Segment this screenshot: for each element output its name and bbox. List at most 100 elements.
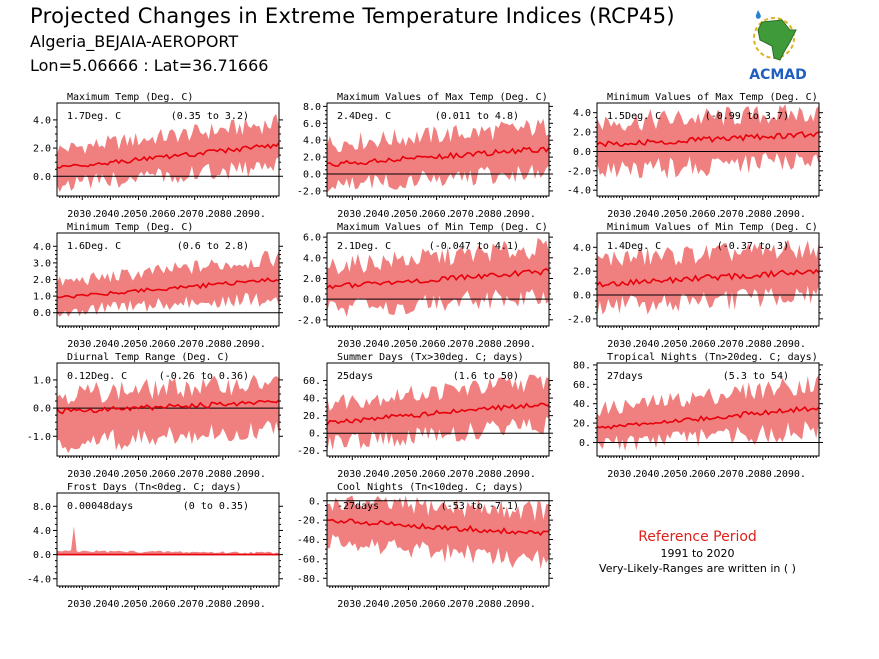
reference-period-years: 1991 to 2020 [660,547,735,560]
likely-range-label: (-0.37 to 3) [717,241,789,252]
x-tick-label: 2060. [422,209,452,220]
chart-title: Minimum Values of Min Temp (Deg. C) [607,222,818,233]
y-tick-label: 6.0 [303,233,321,244]
plot-frame [326,232,550,327]
y-tick-label: 2.0 [33,144,51,155]
x-tick-label: 2060. [422,339,452,350]
chart-panel-9: 0.20.40.60.80.2030.2040.2050.2060.2070.2… [573,352,823,480]
chart-title: Frost Days (Tn<0deg. C; days) [67,482,242,493]
x-tick-label: 2080. [748,339,778,350]
chart-title: Maximum Values of Min Temp (Deg. C) [337,222,548,233]
y-tick-label: 60. [303,376,321,387]
range-band [57,250,279,317]
change-value-label: 0.00048days [67,501,133,512]
y-tick-label: 0. [309,496,321,507]
x-tick-label: 2060. [152,469,182,480]
likely-range-label: (5.3 to 54) [723,371,789,382]
y-tick-label: 0.0 [33,550,51,561]
x-tick-label: 2070. [180,339,210,350]
y-tick-label: 40. [303,394,321,405]
y-tick-label: -2.0 [567,314,591,325]
mean-line [596,131,820,148]
acmad-logo: ACMAD [749,10,807,83]
x-tick-label: 2080. [478,339,508,350]
y-tick-label: 0.0 [33,404,51,415]
y-tick-label: 4.0 [33,242,51,253]
x-tick-label: 2050. [123,209,153,220]
x-tick-label: 2090. [776,339,806,350]
reference-period-box: Reference Period 1991 to 2020 Very-Likel… [590,528,805,576]
x-tick-label: 2030. [337,469,367,480]
plot-frame [56,492,280,587]
chart-title: Tropical Nights (Tn>20deg. C; days) [607,352,818,363]
x-tick-label: 2040. [95,339,125,350]
range-band [327,495,549,570]
x-tick-label: 2090. [506,339,536,350]
y-tick-label: 4.0 [573,243,591,254]
plot-frame [56,102,280,197]
x-tick-label: 2060. [152,209,182,220]
change-value-label: 1.6Deg. C [67,241,121,252]
mean-line [327,518,550,536]
x-tick-label: 2090. [506,209,536,220]
x-tick-label: 2040. [95,469,125,480]
chart-panel-7: -1.0 0.0 1.0 2030.2040.2050.2060.2070.2080.… [27,352,283,480]
range-band [597,374,819,451]
station-name: Algeria_BEJAIA-AEROPORT [30,32,239,51]
x-tick-label: 2030. [337,599,367,610]
range-band [57,113,279,193]
chart-panel-10: -4.00.04.08.02030.2040.2050.2060.2070.20… [27,482,283,610]
y-tick-label: -20. [297,446,321,457]
mean-line [326,267,550,290]
chart-panel-11: -80.-60.-40.-20.0.2030.2040.2050.2060.20… [297,482,553,610]
y-tick-label: 4.0 [33,115,51,126]
range-band [57,374,279,454]
chart-panel-5: -2.0 0.0 2.0 4.0 6.0 2030.2040.2050.2060.2070… [297,222,553,350]
plot-frame [326,102,550,197]
x-tick-label: 2040. [95,599,125,610]
y-tick-label: 6.0 [303,119,321,130]
y-tick-label: 60. [573,380,591,391]
y-tick-label: -60. [297,554,321,565]
station-coordinates: Lon=5.06666 : Lat=36.71666 [30,56,269,75]
plot-frame [326,362,550,457]
likely-range-label: (-0.26 to 0.36) [159,371,249,382]
chart-panel-3: -4.0 -2.0 0.0 2.0 4.0 2030.2040.2050.2060.207… [567,92,823,220]
chart-title: Summer Days (Tx>30deg. C; days) [337,352,524,363]
chart-title: Maximum Temp (Deg. C) [67,92,193,103]
x-tick-label: 2060. [692,339,722,350]
x-tick-label: 2050. [393,599,423,610]
x-tick-label: 2050. [123,599,153,610]
x-tick-label: 2030. [67,469,97,480]
y-tick-label: 4.0 [303,253,321,264]
change-value-label: 1.7Deg. C [67,111,121,122]
y-tick-label: 20. [573,419,591,430]
plot-frame [56,362,280,457]
y-tick-label: 2.0 [573,267,591,278]
x-tick-label: 2080. [478,469,508,480]
x-tick-label: 2070. [720,339,750,350]
chart-title: Maximum Values of Max Temp (Deg. C) [337,92,548,103]
x-tick-label: 2040. [365,599,395,610]
y-tick-label: -2.0 [567,166,591,177]
reference-range-note: Very-Likely-Ranges are written in ( ) [599,562,796,575]
x-tick-label: 2090. [776,209,806,220]
change-value-label: 1.4Deg. C [607,241,661,252]
x-tick-label: 2070. [180,599,210,610]
x-tick-label: 2070. [720,469,750,480]
x-tick-label: 2060. [152,599,182,610]
y-tick-label: -80. [297,574,321,585]
x-tick-label: 2090. [236,209,266,220]
y-tick-label: -2.0 [297,315,321,326]
change-value-label: 2.1Deg. C [337,241,391,252]
y-tick-label: 80. [573,360,591,371]
range-band [597,104,819,180]
x-tick-label: 2090. [236,599,266,610]
y-tick-label: 8.0 [33,502,51,513]
y-tick-label: 2.0 [573,128,591,139]
x-tick-label: 2070. [450,469,480,480]
x-tick-label: 2070. [720,209,750,220]
x-tick-label: 2040. [635,339,665,350]
chart-panel-2: -2.00.02.04.06.08.02030.2040.2050.2060.2… [297,92,553,220]
mean-line [596,268,820,288]
